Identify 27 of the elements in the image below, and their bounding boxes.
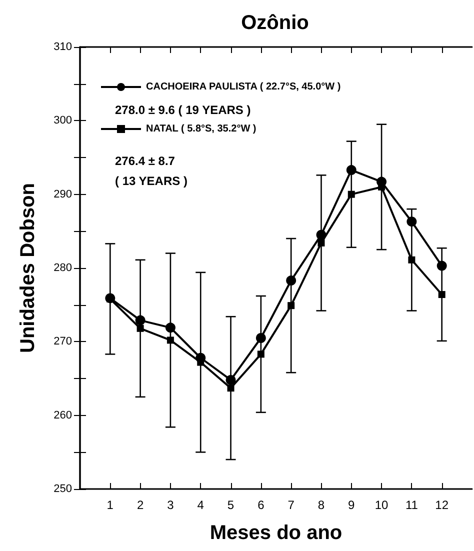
y-tick-label: 280 <box>54 262 72 274</box>
x-tick-label: 2 <box>136 498 144 512</box>
y-tick-label: 310 <box>54 41 72 53</box>
y-tick-label: 270 <box>54 336 72 348</box>
chart-title: Ozônio <box>241 12 309 34</box>
legend-label: NATAL ( 5.8°S, 35.2°W ) <box>146 124 256 134</box>
x-axis-title: Meses do ano <box>210 522 342 544</box>
x-tick-label: 8 <box>318 498 325 512</box>
x-tick-label: 9 <box>348 498 356 512</box>
x-tick-label: 4 <box>197 498 204 512</box>
y-tick-label: 250 <box>54 483 72 495</box>
y-tick-label: 260 <box>54 409 72 422</box>
x-tick-label: 3 <box>167 498 174 512</box>
x-tick-label: 11 <box>405 498 418 512</box>
x-tick-label: 6 <box>258 498 265 512</box>
y-axis-title: Unidades Dobson <box>17 182 39 354</box>
y-tick-label: 300 <box>54 114 72 127</box>
x-tick-label: 12 <box>435 498 449 512</box>
x-tick-label: 5 <box>227 498 234 512</box>
x-tick-label: 1 <box>106 498 114 512</box>
annotation: 278.0 ± 9.6 ( 19 YEARS ) <box>115 103 251 117</box>
legend-label: CACHOEIRA PAULISTA ( 22.7°S, 45.0°W ) <box>146 82 341 92</box>
y-tick-label: 290 <box>54 188 72 200</box>
annotation: 276.4 ± 8.7 <box>115 154 176 168</box>
x-tick-label: 7 <box>288 498 295 512</box>
x-tick-label: 10 <box>374 498 389 512</box>
annotation: ( 13 YEARS ) <box>115 174 188 188</box>
